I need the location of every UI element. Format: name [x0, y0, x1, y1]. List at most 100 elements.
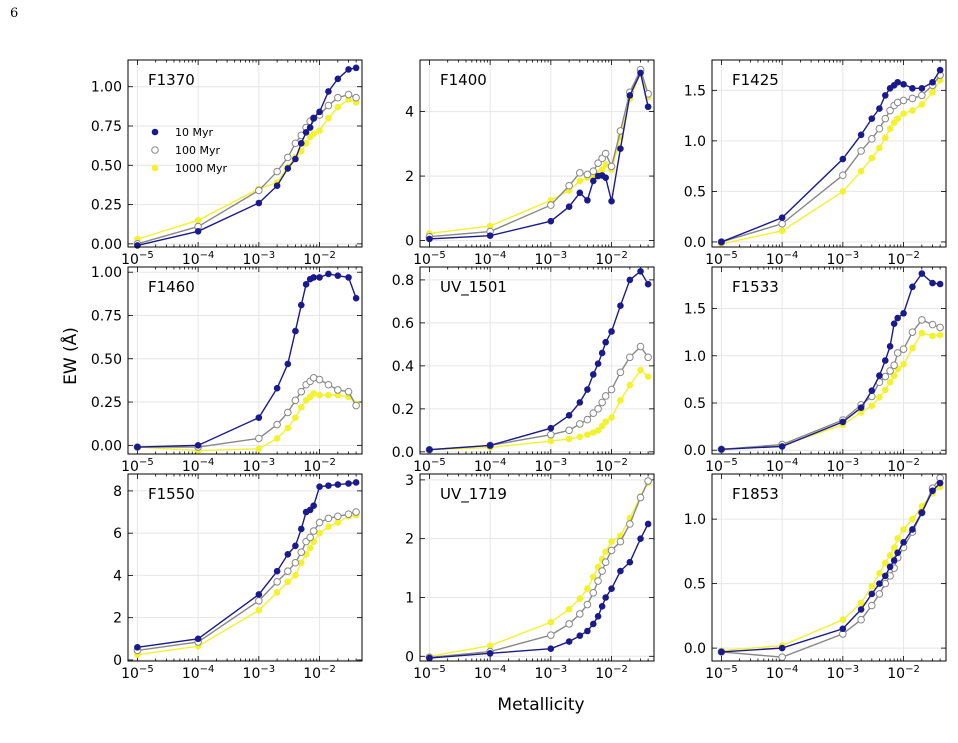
panel-title: F1853 — [732, 485, 779, 503]
data-point — [886, 563, 894, 571]
data-point — [594, 360, 602, 368]
legend-label: 1000 Myr — [175, 162, 227, 175]
data-point — [255, 606, 263, 614]
data-point — [857, 599, 865, 607]
data-point — [918, 329, 926, 337]
x-tick-label: 10−4 — [766, 664, 799, 682]
data-point — [644, 520, 652, 528]
data-point — [602, 418, 609, 426]
y-tick-label: 0.25 — [91, 395, 122, 411]
data-point — [565, 426, 573, 435]
data-point — [302, 139, 310, 147]
data-point — [486, 642, 494, 650]
data-point — [292, 155, 299, 163]
data-point — [900, 110, 907, 117]
data-point — [352, 294, 360, 302]
data-point — [598, 166, 606, 173]
x-tick-label: 10−5 — [413, 664, 446, 682]
series-line-10-myr — [721, 69, 941, 243]
y-tick-label: 1.0 — [684, 512, 706, 528]
series-line-100-myr — [137, 93, 357, 245]
legend-label: 100 Myr — [175, 144, 220, 157]
data-point — [868, 135, 876, 143]
panel-uv-1501: 0.0 0.2 0.4 0.6 0.8 10−5 10−4 10−3 10−2 UV_1501 — [392, 266, 655, 475]
data-point — [194, 442, 202, 449]
data-point — [778, 219, 786, 228]
y-tick-label: 0.75 — [91, 119, 122, 135]
y-tick-label: 1 — [405, 590, 414, 606]
data-point — [589, 371, 597, 378]
data-point — [594, 159, 602, 167]
data-point — [881, 559, 889, 567]
data-point — [900, 539, 907, 546]
data-point — [617, 567, 624, 575]
data-point — [547, 430, 555, 439]
x-tick-label: 10−3 — [535, 250, 568, 268]
data-point — [255, 414, 263, 421]
data-point — [134, 242, 141, 249]
data-point — [316, 391, 323, 399]
data-point — [344, 90, 353, 99]
x-tick-label: 10−2 — [595, 664, 628, 682]
data-point — [547, 424, 555, 432]
data-point — [644, 353, 652, 362]
y-tick-label: 0.0 — [684, 235, 706, 251]
data-point — [918, 270, 926, 277]
data-point — [594, 613, 602, 620]
data-point — [194, 227, 202, 235]
panel-title: F1425 — [732, 71, 779, 89]
data-point — [576, 610, 584, 618]
data-point — [547, 645, 555, 652]
data-point — [839, 616, 847, 624]
data-point — [292, 572, 299, 579]
data-point — [426, 235, 433, 243]
data-point — [881, 114, 890, 123]
data-point — [310, 390, 317, 397]
series-line-1000-myr — [429, 482, 649, 657]
data-point — [893, 349, 902, 357]
data-point — [306, 124, 314, 131]
x-tick-label: 10−4 — [182, 664, 215, 682]
data-point — [929, 89, 936, 96]
data-point — [315, 375, 324, 384]
data-point — [316, 274, 323, 281]
data-point — [565, 181, 573, 190]
legend-marker — [151, 128, 159, 136]
panel-uv-1719: 0 1 2 3 10−5 10−4 10−3 10−2 UV_1719 — [405, 473, 655, 682]
data-point — [890, 544, 898, 551]
data-point — [608, 197, 615, 205]
data-point — [876, 372, 883, 379]
x-axis-label: Metallicity — [497, 695, 584, 715]
data-point — [608, 585, 615, 592]
data-point — [576, 169, 584, 177]
data-point — [297, 387, 306, 396]
y-tick-label: 0 — [405, 649, 414, 665]
data-point — [576, 399, 584, 406]
x-tick-label: 10−4 — [182, 457, 215, 475]
data-point — [589, 620, 597, 628]
data-point — [839, 188, 847, 195]
data-point — [324, 514, 333, 523]
data-point — [881, 357, 889, 364]
x-tick-label: 10−5 — [121, 250, 154, 268]
panel-f1533: 0.0 0.5 1.0 1.5 10−5 10−4 10−3 10−2 F1533 — [684, 266, 947, 475]
y-tick-label: 3 — [405, 473, 414, 489]
data-point — [778, 443, 786, 450]
data-point — [292, 542, 299, 550]
data-point — [918, 316, 926, 324]
y-tick-label: 1.00 — [91, 265, 122, 281]
data-point — [594, 427, 602, 434]
data-point — [876, 144, 883, 152]
data-point — [900, 309, 907, 317]
data-point — [936, 331, 944, 339]
data-point — [565, 435, 573, 443]
data-point — [909, 515, 916, 523]
data-point — [868, 590, 876, 598]
data-point — [334, 272, 342, 279]
panel-title: F1533 — [732, 278, 779, 296]
data-point — [894, 78, 901, 86]
y-tick-label: 0.5 — [684, 396, 706, 412]
data-point — [284, 578, 292, 586]
data-point — [565, 412, 573, 419]
